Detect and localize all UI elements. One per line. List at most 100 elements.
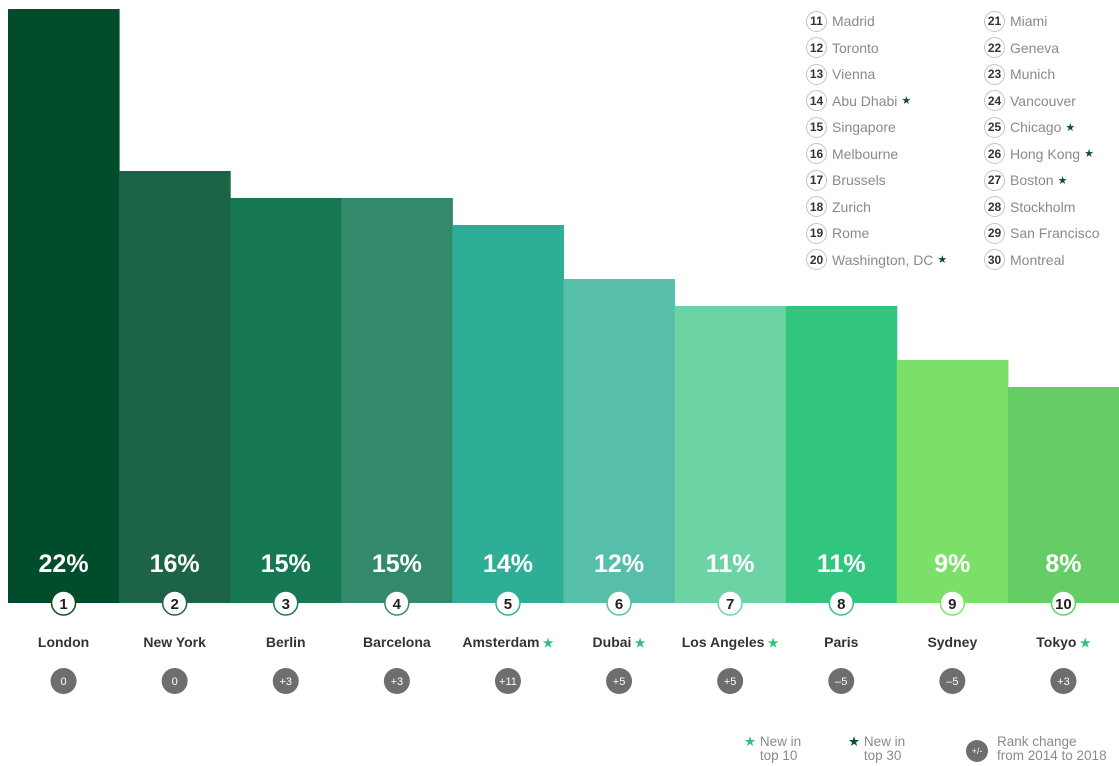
rank-circle bbox=[273, 590, 299, 616]
legend-item: 23 Munich bbox=[984, 61, 1099, 88]
legend-item: 11 Madrid bbox=[806, 8, 947, 35]
legend-city-name: Vancouver bbox=[1010, 92, 1076, 109]
bar-7 bbox=[674, 306, 787, 603]
rank-circle: 17 bbox=[806, 169, 827, 191]
rank-circle: 28 bbox=[984, 196, 1005, 218]
legend-item: 19 Rome bbox=[806, 220, 947, 247]
rank-change-badge bbox=[717, 668, 744, 694]
star-dark-icon: ★ bbox=[901, 95, 912, 108]
legend-item: 13 Vienna bbox=[806, 61, 947, 88]
legend-city-name: Toronto bbox=[832, 39, 879, 56]
rank-circle: 24 bbox=[984, 90, 1005, 112]
value-label: 16% bbox=[150, 550, 200, 578]
key-new-top10: ★ New in top 10 bbox=[744, 735, 801, 763]
legend-item: 17 Brussels bbox=[806, 167, 947, 194]
rank-change-badge bbox=[272, 668, 299, 694]
bar-9 bbox=[896, 360, 1009, 603]
star-light-icon: ★ bbox=[631, 636, 645, 650]
city-label: Paris bbox=[824, 634, 858, 650]
legend-item: 29 San Francisco bbox=[984, 220, 1099, 247]
key-new-top10-line2: top 10 bbox=[759, 748, 798, 763]
rank-circle bbox=[717, 590, 743, 616]
rank-circle: 30 bbox=[984, 249, 1005, 271]
rank-circle: 26 bbox=[984, 143, 1005, 165]
star-light-icon: ★ bbox=[1077, 636, 1091, 650]
rank-change-value: 0 bbox=[172, 676, 178, 688]
legend-city-name: Stockholm bbox=[1010, 198, 1076, 215]
legend-city-name: Melbourne bbox=[832, 145, 899, 162]
rank-number: 7 bbox=[726, 596, 734, 613]
legend-item: 26 Hong Kong ★ bbox=[984, 141, 1099, 168]
bar-8 bbox=[785, 306, 898, 603]
key-rank-change-line2: from 2014 to 2018 bbox=[997, 748, 1107, 763]
star-dark-icon: ★ bbox=[1084, 148, 1094, 161]
key-rank-change-line1: Rank change bbox=[997, 734, 1077, 749]
legend-city-name: Rome bbox=[832, 225, 870, 242]
key-new-top30-line2: top 30 bbox=[863, 748, 902, 763]
rank-number: 9 bbox=[948, 596, 956, 613]
legend-city-name: San Francisco bbox=[1010, 225, 1100, 242]
star-dark-icon: ★ bbox=[1057, 174, 1068, 187]
rank-number: 6 bbox=[615, 596, 623, 613]
rank-change-value: –5 bbox=[835, 676, 847, 688]
rank-circle bbox=[606, 590, 632, 616]
legend-item: 15 Singapore bbox=[806, 114, 947, 141]
legend-city-name: Vienna bbox=[832, 66, 876, 83]
legend-city-name: Munich bbox=[1010, 66, 1056, 83]
legend-item: 22 Geneva bbox=[984, 35, 1099, 62]
rank-change-badge-icon: +/- bbox=[966, 740, 988, 762]
legend-city-name: Abu Dhabi bbox=[832, 92, 898, 109]
rank-circle bbox=[828, 590, 854, 616]
value-label: 8% bbox=[1045, 550, 1081, 578]
rank-circle: 19 bbox=[806, 222, 827, 244]
city-label: London bbox=[38, 634, 89, 650]
legend-ranks-11-20: 11 Madrid 12 Toronto 13 Vienna 14 Abu Dhabi ★ 15 S… bbox=[806, 8, 947, 273]
star-light-icon: ★ bbox=[764, 636, 778, 650]
legend-item: 24 Vancouver bbox=[984, 88, 1099, 115]
rank-change-value: 0 bbox=[60, 676, 66, 688]
legend-item: 28 Stockholm bbox=[984, 194, 1099, 221]
legend-city-name: Madrid bbox=[832, 13, 875, 30]
rank-circle: 25 bbox=[984, 116, 1005, 138]
value-label: 11% bbox=[706, 550, 755, 578]
rank-number: 5 bbox=[504, 596, 512, 613]
rank-number: 3 bbox=[282, 596, 290, 613]
rank-change-value: +3 bbox=[279, 676, 292, 688]
rank-number: 4 bbox=[393, 596, 402, 613]
city-label: Berlin bbox=[266, 634, 306, 650]
city-label: New York bbox=[143, 634, 206, 650]
rank-circle: 14 bbox=[806, 90, 827, 112]
rank-circle: 15 bbox=[806, 116, 827, 138]
rank-change-value: +5 bbox=[724, 676, 737, 688]
rank-circle: 29 bbox=[984, 222, 1005, 244]
legend-city-name: Chicago bbox=[1010, 119, 1062, 136]
rank-circle: 27 bbox=[984, 169, 1005, 191]
rank-circle: 23 bbox=[984, 63, 1005, 85]
legend-item: 25 Chicago ★ bbox=[984, 114, 1099, 141]
rank-change-value: +3 bbox=[1057, 676, 1070, 688]
value-label: 15% bbox=[372, 550, 422, 578]
legend-item: 16 Melbourne bbox=[806, 141, 947, 168]
bar-4 bbox=[341, 198, 453, 603]
value-label: 14% bbox=[483, 550, 533, 578]
rank-circle bbox=[1050, 590, 1077, 616]
bar-1 bbox=[8, 9, 120, 603]
rank-circle: 13 bbox=[806, 63, 827, 85]
rank-circle: 11 bbox=[806, 10, 827, 32]
rank-change-value: –5 bbox=[946, 676, 958, 688]
legend-city-name: Brussels bbox=[832, 172, 886, 189]
city-label: Tokyo ★ bbox=[1036, 634, 1091, 650]
legend-city-name: Geneva bbox=[1010, 39, 1060, 56]
legend-item: 14 Abu Dhabi ★ bbox=[806, 88, 947, 115]
rank-circle: 16 bbox=[806, 143, 827, 165]
star-dark-icon: ★ bbox=[937, 254, 948, 267]
rank-change-badge bbox=[1050, 668, 1077, 694]
legend-item: 21 Miami bbox=[984, 8, 1099, 35]
star-light-icon: ★ bbox=[744, 734, 757, 749]
rank-change-value: +3 bbox=[391, 676, 404, 688]
rank-circle bbox=[161, 590, 188, 616]
bar-2 bbox=[119, 171, 231, 603]
value-label: 22% bbox=[39, 550, 89, 578]
value-label: 12% bbox=[594, 550, 644, 578]
